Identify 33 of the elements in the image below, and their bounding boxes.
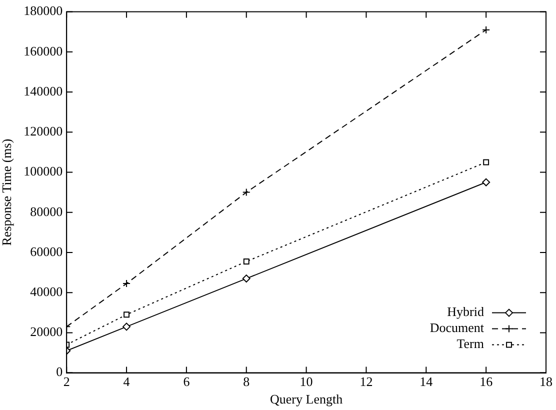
point	[242, 274, 250, 283]
point	[482, 178, 490, 186]
point	[242, 188, 250, 196]
x-tick-label: 8	[243, 374, 250, 390]
x-tick-label: 6	[183, 374, 190, 390]
x-tick-label: 4	[123, 374, 130, 390]
x-tick-label: 10	[300, 374, 313, 390]
x-tick-label: 16	[480, 374, 494, 390]
y-tick-label: 120000	[24, 124, 63, 139]
x-tick-label: 18	[540, 374, 552, 390]
y-tick-label: 160000	[24, 43, 63, 58]
y-tick-label: 180000	[24, 3, 63, 18]
legend-label: Document	[430, 320, 484, 336]
point	[482, 26, 490, 34]
x-tick-label: 12	[360, 374, 373, 390]
legend-label: Term	[456, 336, 484, 352]
y-tick-label: 80000	[30, 204, 63, 219]
point	[122, 322, 131, 331]
point	[243, 258, 250, 264]
y-tick-label: 20000	[30, 324, 63, 340]
y-tick-label: 60000	[30, 244, 63, 259]
point	[122, 280, 131, 288]
x-tick-label: 2	[63, 374, 70, 390]
legend-label: Hybrid	[447, 304, 484, 320]
point	[124, 312, 130, 318]
point	[483, 159, 490, 166]
y-tick-label: 0	[56, 364, 63, 380]
y-tick-label: 40000	[30, 284, 63, 299]
x-tick-label: 14	[420, 374, 434, 390]
x-axis-title: Query Length	[270, 392, 344, 407]
y-tick-label: 140000	[24, 83, 63, 98]
y-tick-label: 100000	[24, 164, 63, 179]
y-axis-title: Response Time (ms)	[0, 138, 14, 246]
